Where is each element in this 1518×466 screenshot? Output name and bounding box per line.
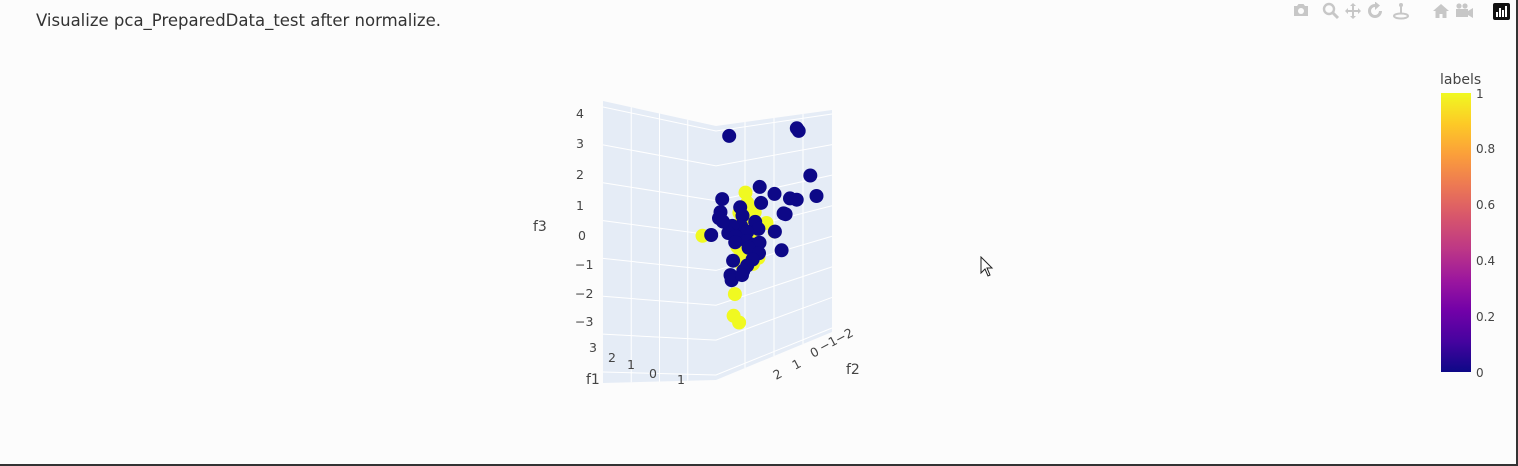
chart-title: Visualize pca_PreparedData_test after no… [36, 11, 441, 30]
point-label-0[interactable] [767, 224, 782, 239]
f1-axis-title: f1 [586, 372, 600, 388]
f2-tick: 2 [770, 366, 784, 383]
frame-border-right [1516, 0, 1518, 466]
point-label-0[interactable] [715, 214, 730, 229]
point-label-0[interactable] [791, 123, 806, 138]
point-label-0[interactable] [776, 206, 791, 221]
point-label-0[interactable] [728, 235, 743, 250]
gridline [602, 144, 833, 167]
f3-tick: 3 [576, 136, 584, 151]
camera-view-icon[interactable] [1455, 2, 1475, 22]
f3-tick: 0 [578, 228, 586, 243]
f1-tick: 1 [677, 372, 685, 387]
colorbar-title: labels [1440, 72, 1481, 88]
turntable-icon[interactable] [1391, 2, 1411, 22]
point-label-0[interactable] [715, 192, 730, 207]
zoom-icon[interactable] [1321, 2, 1341, 22]
data-points[interactable] [695, 121, 824, 330]
orbit-icon[interactable] [1365, 1, 1385, 22]
point-label-0[interactable] [741, 240, 756, 255]
gridlines [602, 106, 833, 383]
point-label-0[interactable] [754, 195, 769, 210]
f3-axis-title: f3 [533, 219, 547, 235]
point-label-0[interactable] [809, 189, 824, 203]
colorbar-tick: 0.6 [1476, 198, 1495, 212]
f3-tick: 2 [576, 167, 584, 182]
point-label-0[interactable] [803, 168, 818, 183]
point-label-0[interactable] [774, 243, 789, 258]
f3-tick: −3 [575, 314, 593, 329]
f1-tick: 2 [608, 350, 616, 365]
plotly-logo-icon[interactable] [1493, 3, 1510, 20]
colorbar-tick: 0.4 [1476, 254, 1495, 268]
f3-tick: −2 [575, 286, 593, 301]
point-label-0[interactable] [704, 228, 719, 242]
point-label-1[interactable] [732, 315, 747, 330]
f3-tick: 4 [576, 106, 584, 121]
f2-tick: 1 [789, 356, 803, 373]
point-label-0[interactable] [767, 186, 782, 201]
colorbar: labels 1 0.8 0.6 0.4 0.2 0 [1440, 72, 1495, 380]
point-label-0[interactable] [752, 179, 767, 194]
gridline [602, 235, 833, 271]
point-label-0[interactable] [789, 192, 804, 207]
f3-tick: −1 [575, 257, 593, 272]
f3-tick: 1 [576, 198, 584, 213]
home-icon[interactable] [1431, 2, 1451, 22]
colorbar-tick: 1 [1476, 87, 1484, 101]
f1-tick: 0 [649, 366, 657, 381]
f1-tick: 3 [589, 340, 597, 355]
f1-axis: 3 2 1 0 1 f1 [586, 340, 685, 388]
gridline [602, 296, 833, 341]
gridline [602, 106, 833, 132]
camera-icon[interactable] [1291, 2, 1311, 22]
colorbar-tick: 0.8 [1476, 142, 1495, 156]
f1-tick: 1 [627, 357, 635, 372]
point-label-0[interactable] [722, 128, 737, 143]
mouse-cursor-icon [980, 256, 994, 277]
point-label-0[interactable] [751, 221, 766, 236]
point-label-0[interactable] [752, 235, 767, 250]
colorbar-gradient [1441, 93, 1471, 372]
pan-icon[interactable] [1343, 2, 1363, 22]
frame-border-bottom [0, 464, 1518, 466]
colorbar-tick: 0.2 [1476, 310, 1495, 324]
point-label-0[interactable] [735, 268, 749, 283]
f2-axis-title: f2 [846, 362, 860, 378]
point-label-1[interactable] [727, 287, 742, 302]
colorbar-tick: 0 [1476, 366, 1484, 380]
point-label-0[interactable] [724, 273, 739, 288]
f3-axis: f3 4 3 2 1 0 −1 −2 −3 [533, 106, 593, 329]
point-label-0[interactable] [726, 253, 741, 268]
gridline [602, 327, 833, 376]
gridline [602, 266, 833, 306]
